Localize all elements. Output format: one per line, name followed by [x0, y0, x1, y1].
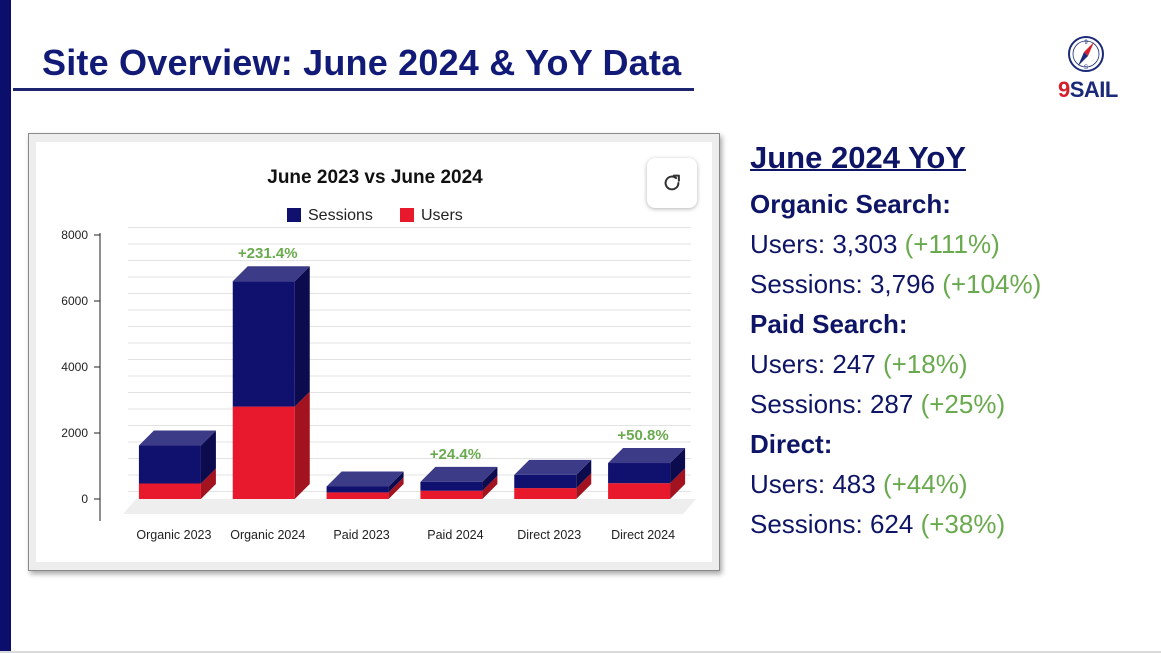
logo-wordmark: 9SAIL — [1058, 77, 1118, 102]
y-tick-label: 0 — [81, 492, 88, 506]
bar-top — [326, 471, 404, 487]
legend-swatch — [287, 208, 301, 222]
direct-sessions-line: Sessions: 624 (+38%) — [750, 509, 1006, 539]
bar-segment — [138, 483, 201, 499]
bar-top — [138, 430, 216, 446]
slide-bottom-border — [0, 651, 1161, 653]
legend-label: Sessions — [308, 207, 373, 224]
bar-side — [576, 459, 592, 489]
bar-annotation: +50.8% — [617, 427, 668, 444]
organic-users-line: Users: 3,303 (+111%) — [750, 229, 1000, 259]
bar-segment — [326, 492, 389, 499]
y-tick-label: 8000 — [61, 228, 88, 242]
y-tick-label: 2000 — [61, 426, 88, 440]
chart-frame: 0 2000 4000 6000 8000 June 2023 vs June 2024 S… — [28, 133, 720, 571]
chart-floor — [123, 499, 696, 514]
pct-change: (+38%) — [920, 509, 1006, 539]
paid-users-line: Users: 247 (+18%) — [750, 349, 968, 379]
accent-bar — [0, 0, 11, 653]
bar-side — [482, 466, 498, 491]
x-tick-label: Paid 2023 — [333, 528, 389, 542]
bar-segment — [232, 281, 295, 407]
y-tick-label: 6000 — [61, 294, 88, 308]
title-underline — [13, 88, 694, 91]
bar-segment — [326, 486, 389, 493]
bar-side — [200, 430, 216, 484]
direct-users-line: Users: 483 (+44%) — [750, 469, 968, 499]
chart-title: June 2023 vs June 2024 — [267, 167, 483, 188]
bar-annotation: +24.4% — [430, 446, 481, 463]
organic-sessions-line: Sessions: 3,796 (+104%) — [750, 269, 1042, 299]
y-tick-label: 4000 — [61, 360, 88, 374]
bar-side — [200, 468, 216, 499]
bar-segment — [608, 483, 671, 499]
bar-side — [388, 471, 404, 493]
bar-top — [514, 459, 592, 475]
group-label-organic: Organic Search: — [750, 189, 951, 219]
pct-change: (+104%) — [942, 269, 1042, 299]
bar-side — [388, 477, 404, 499]
bar-side — [670, 448, 686, 484]
bar-top — [232, 266, 310, 282]
legend-swatch — [400, 208, 414, 222]
pct-change: (+18%) — [882, 349, 968, 379]
bar-top — [420, 466, 498, 482]
group-label-paid: Paid Search: — [750, 309, 908, 339]
refresh-button[interactable] — [647, 158, 697, 208]
company-logo: 9 S 9SAIL — [1056, 34, 1124, 102]
bar-segment — [514, 474, 577, 489]
legend-label: Users — [421, 207, 463, 224]
bar-top — [608, 448, 686, 464]
summary-heading: June 2024 YoY — [750, 140, 966, 175]
x-tick-label: Direct 2023 — [517, 528, 581, 542]
x-tick-label: Organic 2023 — [136, 528, 211, 542]
pct-change: (+25%) — [920, 389, 1006, 419]
bar-side — [576, 473, 592, 499]
group-label-direct: Direct: — [750, 429, 833, 459]
svg-text:9: 9 — [1084, 40, 1088, 46]
x-tick-label: Organic 2024 — [230, 528, 305, 542]
page-title: Site Overview: June 2024 & YoY Data — [42, 42, 682, 83]
x-tick-label: Direct 2024 — [611, 528, 675, 542]
bar-segment — [420, 481, 483, 491]
refresh-icon — [664, 174, 680, 191]
bar-side — [482, 475, 498, 499]
bar-segment — [514, 488, 577, 499]
bar-segment — [420, 490, 483, 499]
bar-segment — [138, 445, 201, 484]
bar-segment — [608, 463, 671, 484]
yoy-summary: June 2024 YoY Organic Search: Users: 3,3… — [750, 138, 1150, 544]
paid-sessions-line: Sessions: 287 (+25%) — [750, 389, 1006, 419]
bar-side — [294, 391, 310, 499]
bar-side — [670, 468, 686, 499]
bar-annotation: +231.4% — [238, 245, 298, 262]
compass-icon: 9 S — [1068, 36, 1104, 72]
pct-change: (+111%) — [904, 229, 1000, 259]
bar-segment — [232, 406, 295, 499]
x-tick-label: Paid 2024 — [427, 528, 483, 542]
stacked-bar-chart: 0 2000 4000 6000 8000 June 2023 vs June 2024 S… — [36, 142, 712, 562]
bar-side — [294, 266, 310, 407]
svg-text:S: S — [1084, 65, 1088, 71]
pct-change: (+44%) — [882, 469, 968, 499]
